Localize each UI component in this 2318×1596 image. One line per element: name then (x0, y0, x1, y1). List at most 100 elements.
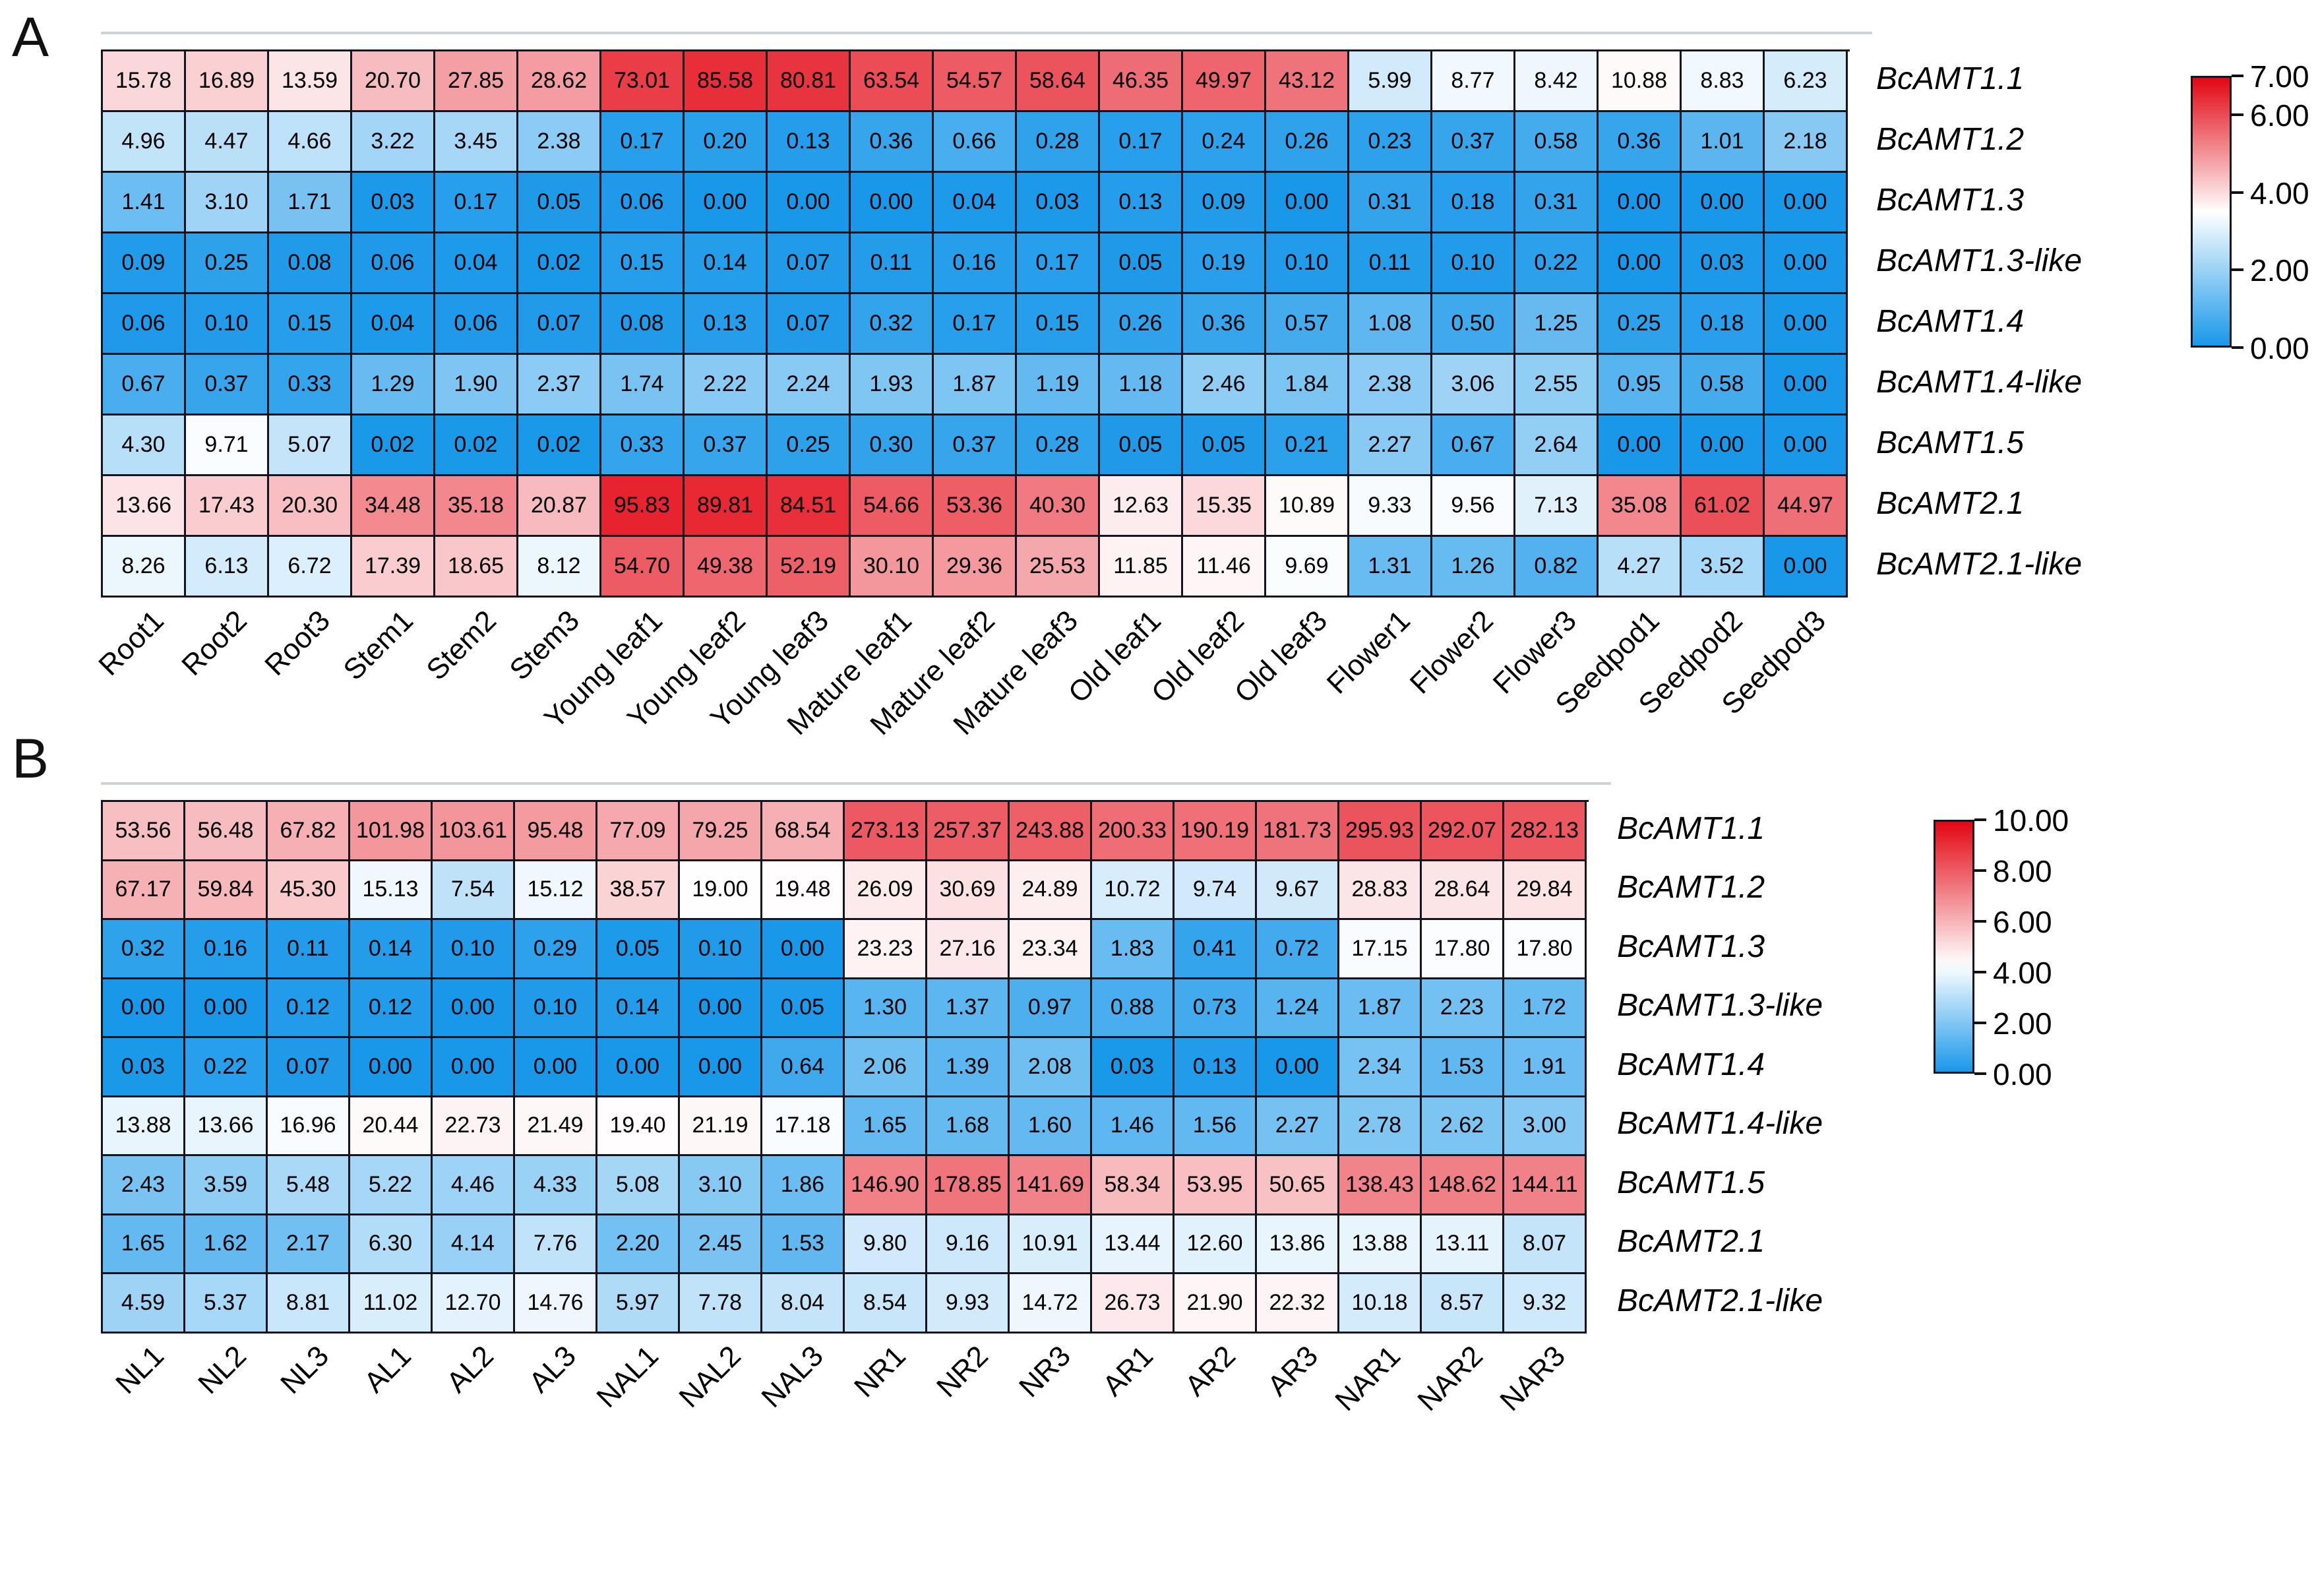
heatmap-cell: 0.21 (1266, 415, 1349, 476)
heatmap-cell: 5.22 (350, 1156, 433, 1215)
heatmap-cell: 1.01 (1682, 112, 1765, 173)
heatmap-cell: 138.43 (1339, 1156, 1422, 1215)
heatmap-cell: 8.42 (1515, 51, 1599, 112)
heatmap-cell: 5.08 (597, 1156, 680, 1215)
colorbar-tick (1974, 971, 1986, 973)
heatmap-cell: 0.25 (768, 415, 851, 476)
heatmap-cell: 0.16 (934, 233, 1017, 294)
heatmap-cell: 2.38 (518, 112, 601, 173)
heatmap-cell: 2.24 (768, 355, 851, 415)
heatmap-cell: 2.62 (1422, 1097, 1504, 1156)
panel-b-label: B (12, 727, 49, 789)
heatmap-cell: 0.06 (352, 233, 435, 294)
heatmap-cell: 0.26 (1266, 112, 1349, 173)
heatmap-cell: 2.17 (268, 1215, 350, 1274)
heatmap-cell: 292.07 (1422, 802, 1504, 861)
colorbar-tick-label: 7.00 (2250, 59, 2309, 94)
heatmap-cell: 23.34 (1010, 920, 1092, 979)
heatmap-cell: 1.60 (1010, 1097, 1092, 1156)
heatmap-cell: 26.09 (845, 861, 927, 920)
heatmap-cell: 0.07 (768, 294, 851, 355)
colorbar-tick (2232, 75, 2243, 77)
heatmap-cell: 0.15 (601, 233, 685, 294)
heatmap-cell: 58.34 (1092, 1156, 1174, 1215)
heatmap-grid: 15.78 16.89 13.59 20.70 27.85 28.62 73.01 85.58… (101, 49, 1850, 598)
heatmap-cell: 0.08 (601, 294, 685, 355)
colorbar-tick-label: 6.00 (1993, 905, 2052, 939)
heatmap-cell: 4.59 (103, 1274, 185, 1334)
heatmap-cell: 2.27 (1257, 1097, 1339, 1156)
heatmap-cell: 0.00 (433, 979, 515, 1038)
heatmap-cell: 3.59 (185, 1156, 268, 1215)
heatmap-cell: 0.00 (103, 979, 185, 1038)
heatmap-cell: 2.18 (1765, 112, 1848, 173)
heatmap-cell: 26.73 (1092, 1274, 1174, 1334)
heatmap-cell: 1.87 (934, 355, 1017, 415)
heatmap-cell: 7.78 (680, 1274, 762, 1334)
heatmap-cell: 22.73 (433, 1097, 515, 1156)
heatmap-cell: 2.06 (845, 1038, 927, 1097)
heatmap-cell: 0.25 (186, 233, 269, 294)
heatmap-cell: 16.89 (186, 51, 269, 112)
heatmap-cell: 0.20 (685, 112, 768, 173)
gene-row-label: BcAMT1.3 (1876, 183, 2025, 218)
heatmap-cell: 181.73 (1257, 802, 1339, 861)
heatmap-cell: 2.27 (1349, 415, 1432, 476)
heatmap-cell: 190.19 (1174, 802, 1257, 861)
heatmap-cell: 19.00 (680, 861, 762, 920)
heatmap-cell: 1.37 (927, 979, 1010, 1038)
gene-row-label: BcAMT1.4 (1617, 1047, 1765, 1082)
heatmap-cell: 4.46 (433, 1156, 515, 1215)
heatmap-cell: 1.86 (762, 1156, 845, 1215)
heatmap-cell: 144.11 (1504, 1156, 1587, 1215)
heatmap-cell: 6.13 (186, 537, 269, 598)
heatmap-cell: 0.00 (433, 1038, 515, 1097)
colorbar-tick (2232, 268, 2243, 272)
heatmap-cell: 3.22 (352, 112, 435, 173)
figure-canvas: A B 15.78 16.89 13.59 20.70 27.85 28.62 73.01 8… (12, 9, 2309, 1417)
heatmap-cell: 0.10 (1266, 233, 1349, 294)
heatmap-cell: 0.00 (1266, 173, 1349, 233)
heatmap-cell: 9.71 (186, 415, 269, 476)
heatmap-cell: 45.30 (268, 861, 350, 920)
heatmap-cell: 8.57 (1422, 1274, 1504, 1334)
heatmap-cell: 10.72 (1092, 861, 1174, 920)
heatmap-cell: 0.25 (1599, 294, 1682, 355)
heatmap-cell: 0.00 (1765, 415, 1848, 476)
heatmap-cell: 0.05 (1100, 233, 1183, 294)
heatmap-cell: 295.93 (1339, 802, 1422, 861)
colorbar-tick-label: 2.00 (1993, 1006, 2052, 1041)
heatmap-cell: 0.37 (934, 415, 1017, 476)
heatmap-cell: 67.17 (103, 861, 185, 920)
colorbar-tick (1974, 920, 1986, 923)
heatmap-cell: 13.11 (1422, 1215, 1504, 1274)
heatmap-cell: 4.33 (515, 1156, 597, 1215)
heatmap-cell: 0.05 (518, 173, 601, 233)
heatmap-cell: 85.58 (685, 51, 768, 112)
heatmap-cell: 3.06 (1432, 355, 1515, 415)
heatmap-cell: 4.96 (103, 112, 186, 173)
colorbar-tick-label: 8.00 (1993, 854, 2052, 888)
heatmap-cell: 20.30 (269, 476, 352, 537)
heatmap-cell: 49.97 (1183, 51, 1266, 112)
heatmap-cell: 0.36 (851, 112, 934, 173)
heatmap-cell: 8.04 (762, 1274, 845, 1334)
gene-row-label: BcAMT1.1 (1876, 61, 2025, 96)
heatmap-cell: 4.14 (433, 1215, 515, 1274)
heatmap-cell: 7.13 (1515, 476, 1599, 537)
heatmap-cell: 0.00 (1599, 415, 1682, 476)
heatmap-cell: 18.65 (435, 537, 518, 598)
heatmap-cell: 0.02 (518, 233, 601, 294)
heatmap-cell: 13.88 (103, 1097, 185, 1156)
colorbar-tick (2232, 191, 2243, 194)
heatmap-cell: 1.84 (1266, 355, 1349, 415)
heatmap-cell: 27.16 (927, 920, 1010, 979)
heatmap-cell: 12.60 (1174, 1215, 1257, 1274)
heatmap-cell: 5.48 (268, 1156, 350, 1215)
gene-row-label: BcAMT1.5 (1617, 1165, 1765, 1200)
heatmap-cell: 0.17 (601, 112, 685, 173)
heatmap-cell: 10.88 (1599, 51, 1682, 112)
heatmap-cell: 9.74 (1174, 861, 1257, 920)
gene-row-label: BcAMT2.1 (1617, 1224, 1765, 1260)
heatmap-cell: 0.00 (762, 920, 845, 979)
